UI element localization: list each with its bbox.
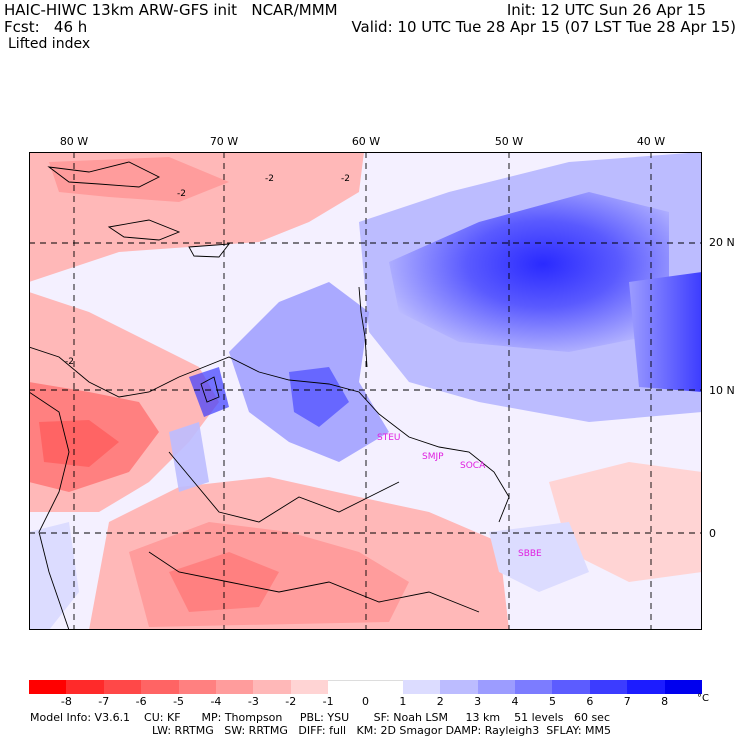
- legend-label: 0: [362, 695, 369, 708]
- contour-label: -2: [341, 174, 350, 184]
- contour-label: -2: [265, 174, 274, 184]
- model-title: HAIC-HIWC 13km ARW-GFS init NCAR/MMM: [4, 1, 338, 19]
- legend-swatch: [402, 680, 441, 694]
- unstable-region-pacific: [29, 522, 79, 630]
- model-info-line-1: Model Info: V3.6.1 CU: KF MP: Thompson P…: [30, 711, 610, 724]
- stable-region-southeast: [549, 462, 702, 582]
- model-info-line-2: LW: RRTMG SW: RRTMG DIFF: full KM: 2D Sm…: [152, 724, 612, 737]
- color-legend: [29, 680, 703, 695]
- legend-swatch: [664, 680, 703, 694]
- legend-label: 2: [436, 695, 444, 708]
- legend-label: 4: [511, 695, 519, 708]
- legend-swatch: [328, 680, 366, 695]
- contour-label: -2: [177, 189, 186, 199]
- grid-lines: [29, 152, 702, 630]
- unstable-region-amazon-mouth: [489, 522, 589, 592]
- legend-label: 1: [399, 695, 407, 708]
- lon-label-80w: 80 W: [59, 135, 89, 148]
- legend-label: -4: [210, 695, 222, 708]
- lon-label-50w: 50 W: [494, 135, 524, 148]
- legend-label: -6: [135, 695, 147, 708]
- lon-label-70w: 70 W: [209, 135, 239, 148]
- legend-unit: °C: [697, 693, 709, 704]
- legend-label: -2: [285, 695, 297, 708]
- legend-swatch: [141, 680, 180, 694]
- field-name: Lifted index: [8, 36, 91, 52]
- region-label-sbbe: SBBE: [518, 549, 542, 559]
- contour-label: -2: [65, 357, 74, 367]
- legend-swatch: [365, 680, 404, 695]
- region-label-smjp: SMJP: [422, 452, 444, 462]
- valid-time: Valid: 10 UTC Tue 28 Apr 15 (07 LST Tue …: [351, 18, 736, 36]
- region-label-steu: STEU: [377, 433, 400, 443]
- legend-swatch: [589, 680, 628, 694]
- legend-swatch: [552, 680, 591, 694]
- legend-label: 6: [586, 695, 594, 708]
- legend-swatch: [477, 680, 516, 694]
- legend-swatch: [515, 680, 553, 694]
- legend-label: -7: [98, 695, 110, 708]
- legend-label: 3: [474, 695, 482, 708]
- legend-swatch: [290, 680, 329, 694]
- coastlines: [29, 161, 510, 630]
- lifted-index-map: -2 -2 -2 -2 STEU SMJP SOCA SBBE: [29, 152, 702, 630]
- map-frame: [29, 152, 702, 630]
- legend-label: 5: [548, 695, 556, 708]
- lat-label-0: 0: [709, 527, 716, 540]
- stable-region-north-core: [49, 157, 229, 202]
- unstable-region-east: [629, 272, 702, 392]
- lat-label-10n: 10 N: [709, 384, 735, 397]
- unstable-region-andes: [169, 422, 209, 492]
- lon-label-60w: 60 W: [351, 135, 381, 148]
- region-label-soca: SOCA: [460, 461, 486, 471]
- lon-label-40w: 40 W: [636, 135, 666, 148]
- legend-swatch: [627, 680, 666, 694]
- legend-label: -8: [60, 695, 72, 708]
- lat-label-20n: 20 N: [709, 236, 735, 249]
- legend-swatch: [29, 680, 67, 694]
- legend-label: -3: [247, 695, 259, 708]
- legend-label: -1: [322, 695, 334, 708]
- stable-region-west-peak: [39, 420, 119, 467]
- legend-label: -5: [173, 695, 185, 708]
- legend-swatch: [66, 680, 105, 694]
- legend-swatch: [440, 680, 479, 694]
- legend-swatch: [215, 680, 254, 694]
- legend-swatch: [103, 680, 142, 694]
- init-time: Init: 12 UTC Sun 26 Apr 15: [506, 1, 706, 19]
- legend-swatch: [178, 680, 217, 694]
- unstable-region-maracaibo: [189, 367, 229, 417]
- unstable-region-coast-core: [289, 367, 349, 427]
- unstable-region-atlantic-core: [389, 192, 669, 352]
- legend-label: 8: [661, 695, 669, 708]
- legend-swatch: [253, 680, 292, 694]
- forecast-hour: Fcst: 46 h: [4, 18, 88, 36]
- legend-label: 7: [623, 695, 631, 708]
